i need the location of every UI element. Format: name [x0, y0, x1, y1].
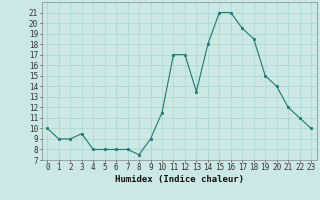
X-axis label: Humidex (Indice chaleur): Humidex (Indice chaleur) [115, 175, 244, 184]
